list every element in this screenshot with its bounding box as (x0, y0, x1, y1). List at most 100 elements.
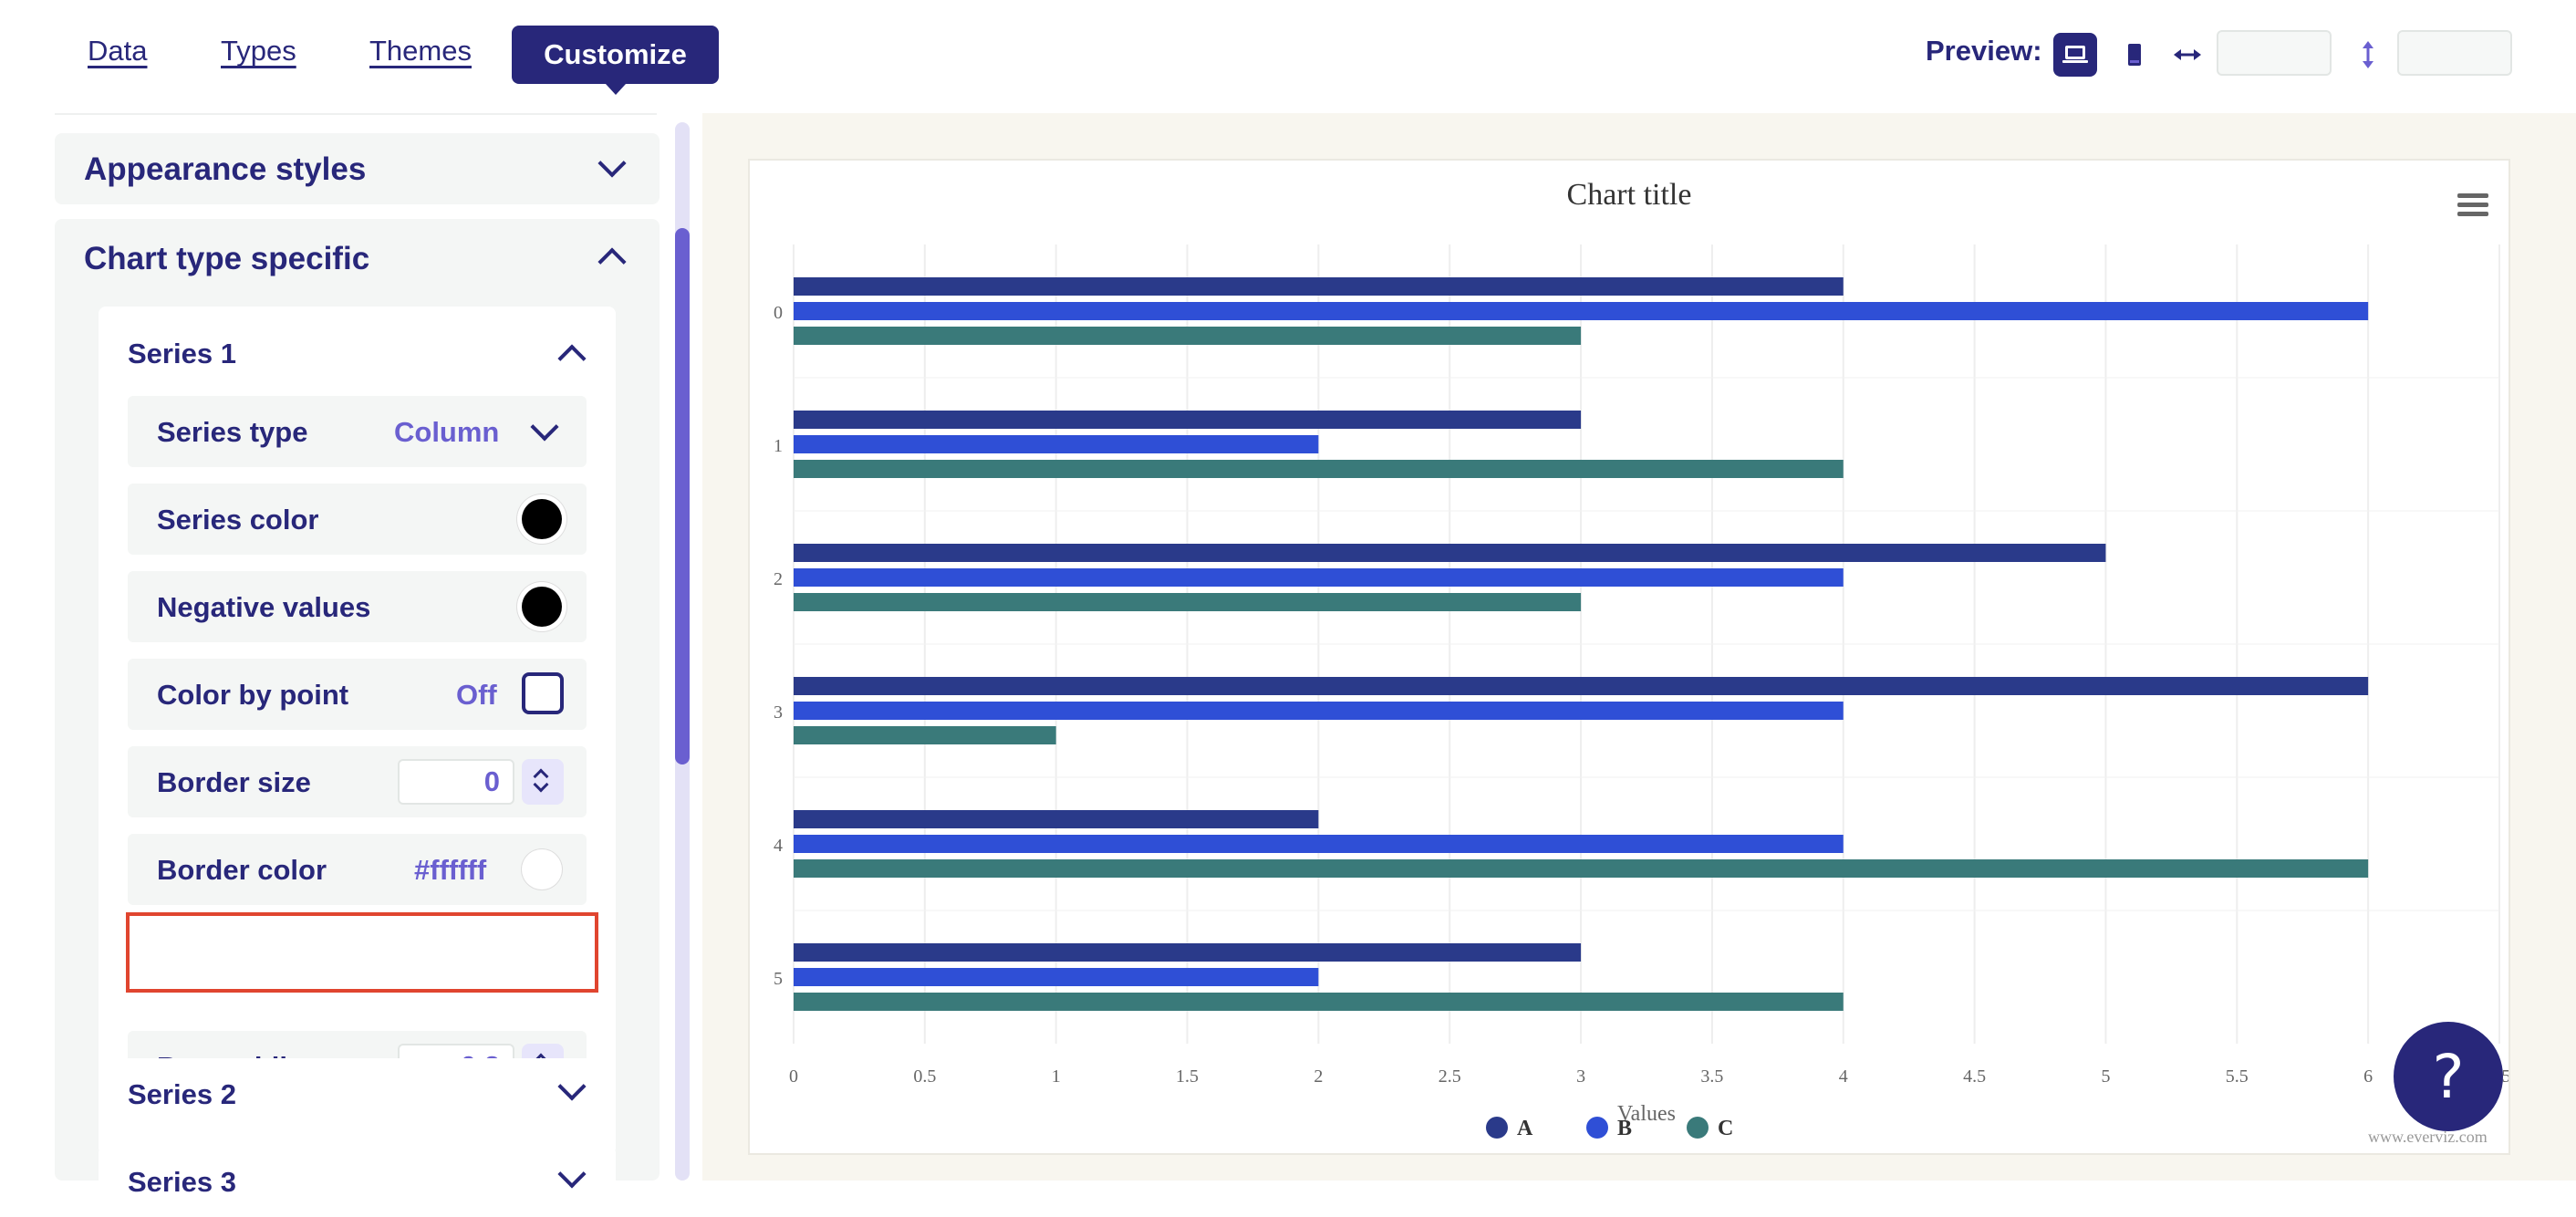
legend-label-c[interactable]: C (1718, 1117, 1733, 1140)
x-tick-label: 4 (1839, 1066, 1848, 1087)
x-axis-title: Values (1617, 1102, 1676, 1126)
legend-marker-b (1586, 1117, 1608, 1139)
x-tick-label: 2 (1314, 1066, 1323, 1087)
bar-b-4 (794, 835, 1844, 853)
help-button[interactable]: ? (2394, 1022, 2503, 1131)
bar-c-2 (794, 593, 1582, 611)
scrollbar-thumb[interactable] (675, 228, 690, 765)
x-tick-label: 3.5 (1700, 1066, 1723, 1087)
bar-a-0 (794, 277, 1844, 296)
legend-marker-a (1486, 1117, 1508, 1139)
bar-a-2 (794, 544, 2106, 562)
bar-c-0 (794, 327, 1582, 345)
chevron-down-icon (597, 149, 627, 178)
border-color-value: #ffffff (414, 854, 487, 886)
customize-sidebar: Appearance styles Chart type specific Se… (0, 113, 702, 1217)
tab-customize[interactable]: Customize (512, 26, 719, 95)
chart-container: Chart title00.511.522.533.544.555.566.50… (748, 159, 2510, 1155)
border-color-swatch[interactable] (522, 849, 562, 889)
preview-width-input[interactable] (2217, 30, 2332, 76)
border-size-stepper[interactable] (522, 759, 564, 805)
bar-b-2 (794, 568, 1844, 587)
top-bar: Data Types Themes Customize Preview: (0, 0, 2576, 113)
series-2-panel[interactable]: Series 2 (99, 1058, 616, 1129)
bar-a-3 (794, 677, 2369, 695)
series-1-title: Series 1 (128, 338, 236, 369)
border-size-row: Border size 0 (128, 746, 587, 817)
chevron-down-icon (530, 412, 559, 442)
highlight-box (126, 912, 598, 993)
negative-values-row[interactable]: Negative values (128, 571, 587, 642)
y-tick-label: 0 (774, 303, 783, 323)
width-arrows-icon (2166, 33, 2209, 77)
series-color-row[interactable]: Series color (128, 484, 587, 555)
section-title: Chart type specific (84, 241, 370, 276)
bar-a-4 (794, 810, 1319, 828)
mobile-preview-button[interactable] (2113, 33, 2156, 77)
section-appearance-styles[interactable]: Appearance styles (55, 133, 660, 204)
tab-themes[interactable]: Themes (369, 35, 472, 67)
y-tick-label: 4 (774, 836, 783, 856)
y-tick-label: 1 (774, 436, 783, 456)
x-tick-label: 5.5 (2226, 1066, 2249, 1087)
legend-label-b[interactable]: B (1617, 1117, 1632, 1140)
series-2-title: Series 2 (128, 1078, 236, 1110)
bar-a-1 (794, 411, 1582, 429)
row-label: Series color (157, 504, 319, 536)
chart-menu-icon[interactable] (2457, 193, 2488, 198)
y-tick-label: 2 (774, 569, 783, 589)
row-label: Series type (157, 416, 308, 448)
chart-title: Chart title (1567, 178, 1692, 212)
chevron-down-icon (557, 1072, 587, 1101)
preview-label: Preview: (1926, 35, 2042, 67)
bar-b-0 (794, 302, 2369, 320)
divider (55, 113, 657, 115)
x-tick-label: 4.5 (1963, 1066, 1986, 1087)
series-color-swatch[interactable] (522, 499, 562, 539)
bar-b-1 (794, 435, 1319, 453)
tab-data[interactable]: Data (88, 35, 148, 67)
color-by-point-value: Off (456, 679, 497, 711)
negative-color-swatch[interactable] (522, 587, 562, 627)
series-3-title: Series 3 (128, 1166, 236, 1198)
row-label: Negative values (157, 591, 371, 623)
series-3-panel[interactable]: Series 3 (99, 1146, 616, 1217)
y-tick-label: 3 (774, 702, 783, 723)
x-tick-label: 2.5 (1439, 1066, 1461, 1087)
color-by-point-checkbox[interactable] (522, 672, 564, 714)
height-arrows-icon (2346, 33, 2390, 77)
bar-c-5 (794, 993, 1844, 1011)
desktop-preview-button[interactable] (2053, 33, 2097, 77)
bar-chart: Chart title00.511.522.533.544.555.566.50… (774, 178, 2508, 1140)
row-label: Border size (157, 766, 311, 798)
border-color-row[interactable]: Border color #ffffff (128, 834, 587, 905)
x-tick-label: 1.5 (1176, 1066, 1199, 1087)
bar-c-3 (794, 726, 1056, 744)
chart-preview-area: Chart title00.511.522.533.544.555.566.50… (702, 113, 2576, 1181)
chevron-up-icon[interactable] (557, 344, 587, 373)
chevron-up-icon[interactable] (597, 247, 627, 276)
legend-label-a[interactable]: A (1517, 1117, 1533, 1140)
bar-b-5 (794, 968, 1319, 986)
preview-height-input[interactable] (2397, 30, 2512, 76)
bar-c-4 (794, 859, 2369, 878)
border-size-input[interactable]: 0 (398, 759, 514, 805)
color-by-point-row[interactable]: Color by point Off (128, 659, 587, 730)
series-type-value[interactable]: Column (394, 416, 500, 448)
tab-types[interactable]: Types (221, 35, 296, 67)
bar-b-3 (794, 702, 1844, 720)
legend-marker-c (1687, 1117, 1709, 1139)
x-tick-label: 0 (789, 1066, 798, 1087)
row-label: Color by point (157, 679, 349, 711)
series-type-row[interactable]: Series type Column (128, 396, 587, 467)
y-tick-label: 5 (774, 969, 783, 989)
credit-text: www.everviz.com (2368, 1128, 2488, 1146)
x-tick-label: 3 (1576, 1066, 1585, 1087)
x-tick-label: 1 (1052, 1066, 1061, 1087)
x-tick-label: 6 (2363, 1066, 2373, 1087)
laptop-icon (2062, 46, 2088, 63)
phone-icon (2128, 44, 2141, 66)
chevron-down-icon (557, 1160, 587, 1189)
bar-a-5 (794, 943, 1582, 962)
x-tick-label: 5 (2101, 1066, 2110, 1087)
